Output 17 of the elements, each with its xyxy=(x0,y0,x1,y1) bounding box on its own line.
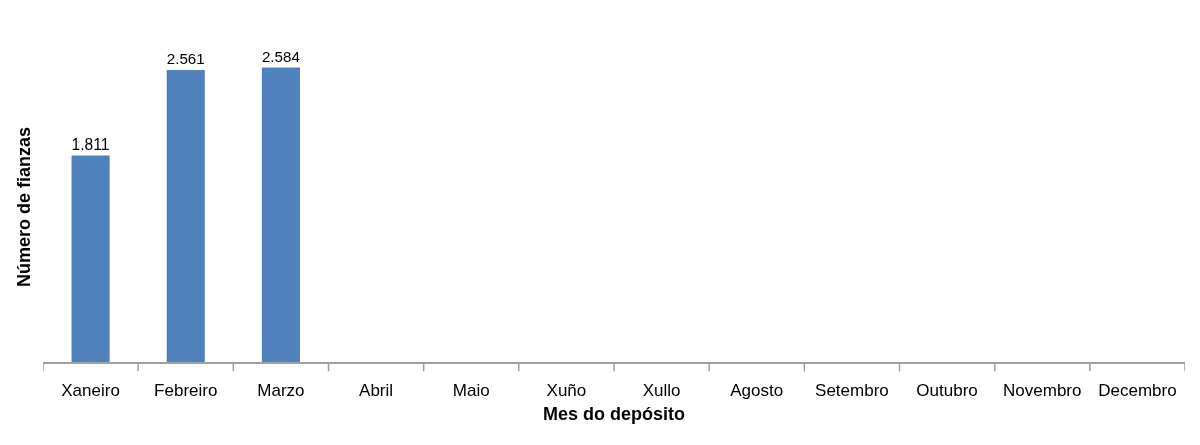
x-tick-label: Xaneiro xyxy=(61,381,120,401)
x-tick-label: Xuño xyxy=(546,381,587,401)
x-tick-label: Decembro xyxy=(1098,381,1177,401)
x-tick-label: Febreiro xyxy=(154,381,218,401)
x-axis-title: Mes do depósito xyxy=(542,403,686,424)
data-label: 1.811 xyxy=(71,135,110,153)
x-tick-label: Agosto xyxy=(730,381,784,401)
x-tick-label: Marzo xyxy=(257,381,305,401)
x-tick-label: Novembro xyxy=(1003,381,1082,401)
x-tick-label: Outubro xyxy=(916,381,978,401)
x-tick-label: Setembro xyxy=(815,381,889,401)
data-label: 2.561 xyxy=(166,50,205,68)
y-axis-title: Número de fianzas xyxy=(14,126,35,288)
data-label: 2.584 xyxy=(261,47,300,65)
x-tick-label: Maio xyxy=(452,381,490,401)
x-tick-label: Abril xyxy=(359,381,394,401)
x-tick-label: Xullo xyxy=(642,381,681,401)
